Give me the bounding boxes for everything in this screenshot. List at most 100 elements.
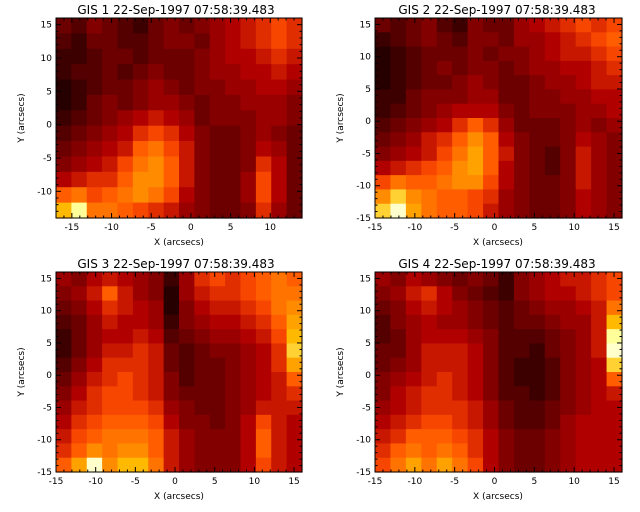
heatmap-cell xyxy=(498,300,515,316)
heatmap-cell xyxy=(194,443,211,459)
heatmap-cell xyxy=(591,189,608,205)
heatmap-cell xyxy=(483,103,500,119)
heatmap-cell xyxy=(591,400,608,416)
heatmap-cell xyxy=(544,400,561,416)
heatmap-cell xyxy=(194,314,211,330)
heatmap-cell xyxy=(225,443,242,459)
heatmap-cell xyxy=(56,314,72,330)
y-axis-label: Y (arcsecs) xyxy=(17,93,27,143)
heatmap-cell xyxy=(390,32,407,48)
heatmap-cell xyxy=(225,414,242,430)
heatmap-cell xyxy=(544,300,561,316)
heatmap-cell xyxy=(452,457,469,473)
heatmap-cell xyxy=(132,314,149,330)
heatmap-cell xyxy=(179,414,195,430)
heatmap-cell xyxy=(286,48,303,65)
heatmap-cell xyxy=(591,372,608,387)
heatmap-cell xyxy=(591,18,608,33)
heatmap-cell xyxy=(209,64,226,81)
heatmap-cell xyxy=(591,89,608,105)
heatmap-cell xyxy=(225,357,242,373)
heatmap-cell xyxy=(390,160,407,176)
x-tick-label: 0 xyxy=(492,223,498,233)
panel-title: GIS 3 22-Sep-1997 07:58:39.483 xyxy=(77,257,274,271)
heatmap-cell xyxy=(271,33,288,50)
heatmap-cell xyxy=(405,175,422,191)
heatmap-cell xyxy=(544,386,561,402)
heatmap-cell xyxy=(390,75,407,91)
heatmap-cell xyxy=(225,400,242,416)
heatmap-cell xyxy=(498,443,515,459)
heatmap-cell xyxy=(575,89,592,105)
heatmap-cell xyxy=(390,203,407,219)
heatmap-cell xyxy=(132,156,149,173)
heatmap-cell xyxy=(56,202,72,219)
heatmap-cell xyxy=(421,175,438,191)
panel-title: GIS 1 22-Sep-1997 07:58:39.483 xyxy=(77,3,274,17)
y-tick-label: -5 xyxy=(43,154,52,164)
heatmap-cell xyxy=(148,314,165,330)
heatmap-cell xyxy=(575,386,592,402)
x-tick-label: -5 xyxy=(450,477,459,487)
heatmap-cell xyxy=(606,400,623,416)
heatmap-cell xyxy=(390,18,407,33)
heatmap-cell xyxy=(117,372,134,387)
heatmap-cell xyxy=(560,372,577,387)
heatmap-cell xyxy=(575,372,592,387)
heatmap-cell xyxy=(544,314,561,330)
heatmap-cell xyxy=(209,94,226,111)
heatmap-cell xyxy=(194,171,211,188)
heatmap-cell xyxy=(117,400,134,416)
heatmap-cell xyxy=(560,443,577,459)
heatmap-cell xyxy=(483,160,500,176)
heatmap-cell xyxy=(286,314,303,330)
heatmap-cell xyxy=(436,443,453,459)
heatmap-cell xyxy=(240,386,257,402)
heatmap-cell xyxy=(544,103,561,119)
heatmap-cell xyxy=(148,443,165,459)
heatmap-cell xyxy=(467,357,484,373)
heatmap-cell xyxy=(148,79,165,96)
heatmap-cell xyxy=(102,187,119,204)
heatmap-cell xyxy=(86,64,103,81)
heatmap-cell xyxy=(513,60,530,76)
y-tick-label: 5 xyxy=(365,339,371,349)
heatmap-cell xyxy=(132,202,149,219)
heatmap-cell xyxy=(529,32,546,48)
heatmap-cell xyxy=(390,286,407,302)
y-tick-label: -5 xyxy=(43,403,52,413)
heatmap-cell xyxy=(286,79,303,96)
heatmap-cell xyxy=(498,75,515,91)
heatmap-cell xyxy=(209,357,226,373)
heatmap-cell xyxy=(513,118,530,133)
heatmap-cell xyxy=(452,400,469,416)
heatmap-cell xyxy=(71,48,88,65)
heatmap-cell xyxy=(56,372,72,387)
heatmap-cell xyxy=(102,286,119,302)
heatmap-cell xyxy=(255,457,272,473)
heatmap-cell xyxy=(498,175,515,191)
heatmap-cell xyxy=(591,300,608,316)
heatmap-cell xyxy=(575,32,592,48)
heatmap-cell xyxy=(498,400,515,416)
heatmap-cell xyxy=(544,160,561,176)
heatmap-cell xyxy=(606,75,623,91)
heatmap-cell xyxy=(575,132,592,148)
y-tick-label: 5 xyxy=(46,339,52,349)
heatmap-cell xyxy=(467,400,484,416)
heatmap-cell xyxy=(560,300,577,316)
heatmap-cell xyxy=(286,300,303,316)
heatmap-cell xyxy=(56,272,72,287)
heatmap-cell xyxy=(421,46,438,62)
heatmap-cell xyxy=(375,414,392,430)
heatmap-cell xyxy=(271,343,288,359)
heatmap-cell xyxy=(591,457,608,473)
heatmap-cell xyxy=(390,189,407,205)
heatmap-cell xyxy=(117,343,134,359)
heatmap-cell xyxy=(529,400,546,416)
heatmap-cell xyxy=(436,18,453,33)
heatmap-cell xyxy=(209,300,226,316)
y-tick-label: -5 xyxy=(362,149,371,159)
heatmap-cell xyxy=(132,272,149,287)
heatmap-cell xyxy=(117,33,134,50)
